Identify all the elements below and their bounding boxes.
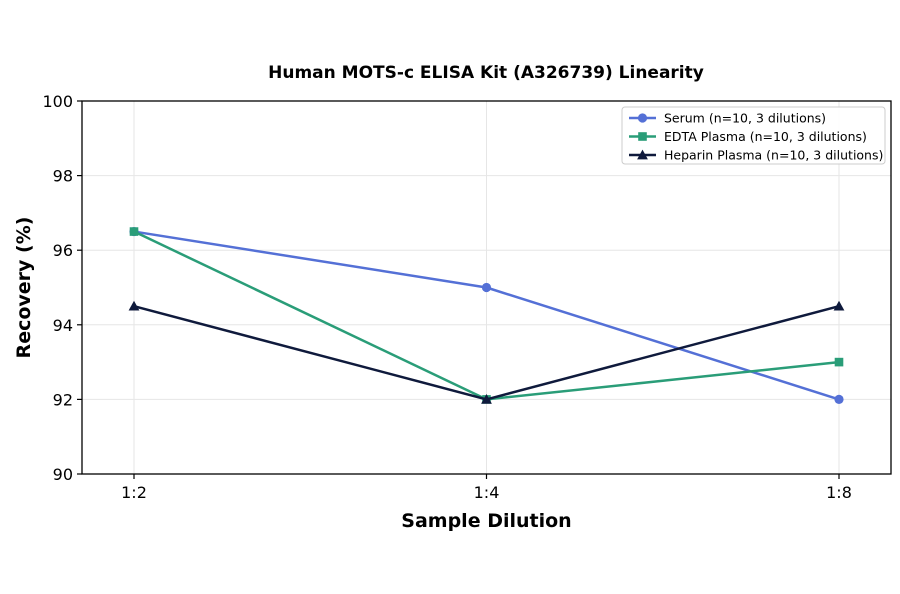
legend-marker xyxy=(637,113,648,123)
legend: Serum (n=10, 3 dilutions) EDTA Plasma (n=… xyxy=(621,106,886,165)
legend-item: Serum (n=10, 3 dilutions) xyxy=(629,111,826,126)
x-axis-label: Sample Dilution xyxy=(401,510,571,532)
legend-label: Serum (n=10, 3 dilutions) xyxy=(664,111,826,126)
y-tick-label: 98 xyxy=(53,167,73,186)
y-tick-label: 92 xyxy=(53,390,73,409)
data-point xyxy=(128,300,140,311)
axis-ticks: 1:2 1:4 1:8 90 92 94 96 98 100 xyxy=(42,92,851,502)
y-tick-label: 100 xyxy=(42,92,73,111)
x-tick-label: 1:4 xyxy=(474,483,500,502)
legend-label: EDTA Plasma (n=10, 3 dilutions) xyxy=(664,129,867,144)
y-axis-label: Recovery (%) xyxy=(13,217,35,359)
legend-label: Heparin Plasma (n=10, 3 dilutions) xyxy=(664,148,883,163)
chart-title: Human MOTS-c ELISA Kit (A326739) Lineari… xyxy=(268,63,704,83)
data-point xyxy=(129,227,139,236)
y-tick-label: 96 xyxy=(53,241,73,260)
x-tick-label: 1:2 xyxy=(121,483,147,502)
series-layer xyxy=(128,226,845,404)
data-point xyxy=(481,394,492,404)
series-3 xyxy=(128,300,845,404)
data-point xyxy=(834,394,844,404)
y-tick-label: 94 xyxy=(53,316,73,335)
legend-marker xyxy=(638,132,647,141)
legend-item: EDTA Plasma (n=10, 3 dilutions) xyxy=(629,129,867,144)
y-tick-label: 90 xyxy=(53,465,73,484)
legend-marker xyxy=(637,149,648,160)
legend-item: Heparin Plasma (n=10, 3 dilutions) xyxy=(629,148,883,163)
x-tick-label: 1:8 xyxy=(826,483,852,502)
data-point xyxy=(833,300,845,311)
legend-box xyxy=(621,106,886,165)
data-point xyxy=(834,357,844,367)
data-point xyxy=(481,282,492,293)
